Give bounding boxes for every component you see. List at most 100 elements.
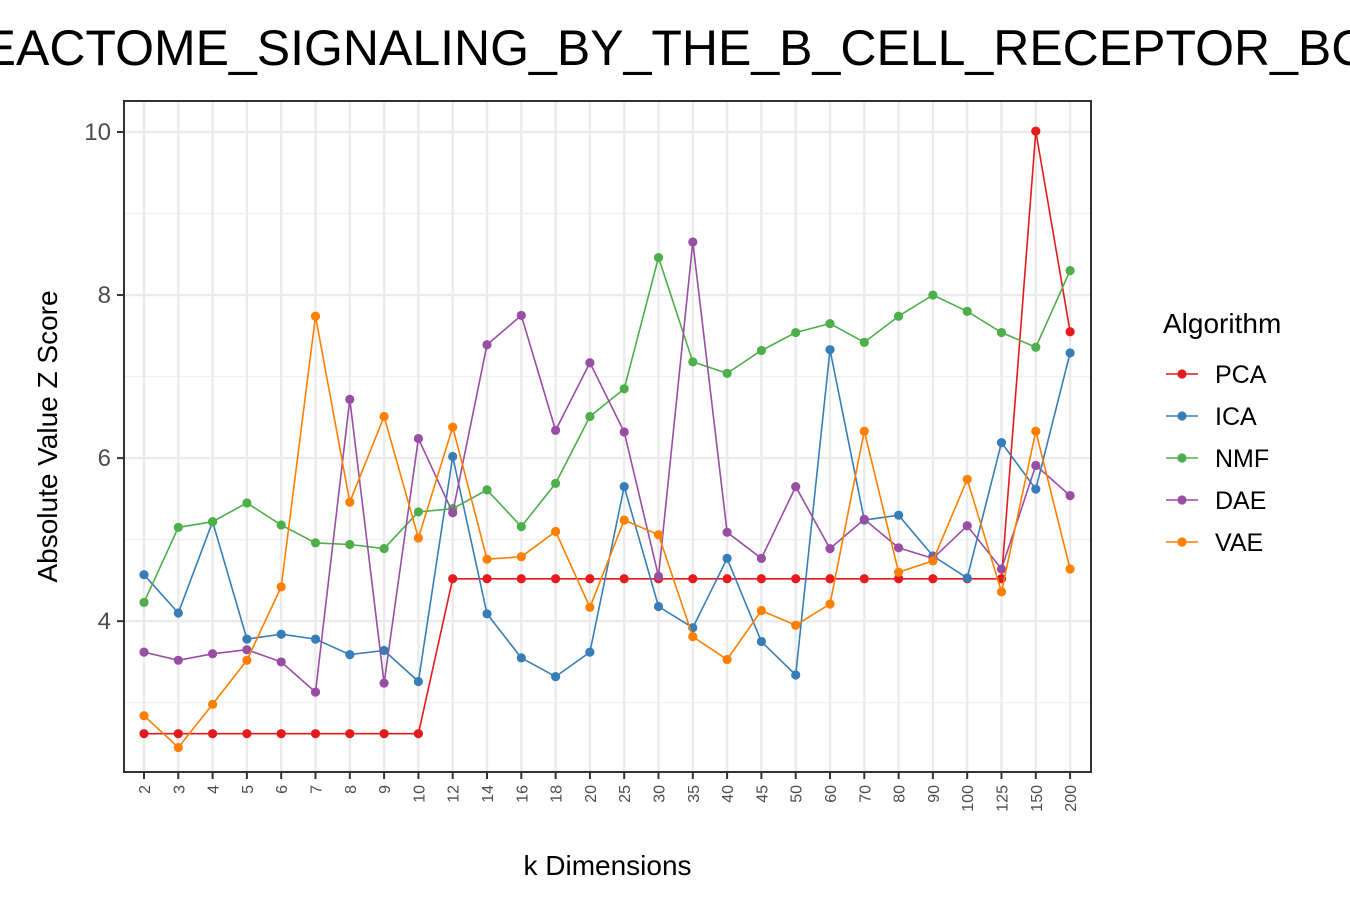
data-point-pca: [859, 574, 869, 584]
data-point-nmf: [688, 357, 698, 367]
data-point-vae: [1065, 564, 1075, 574]
data-point-dae: [413, 433, 423, 444]
data-point-ica: [276, 629, 286, 639]
data-point-dae: [276, 657, 286, 667]
data-point-vae: [276, 582, 286, 592]
x-tick-label: 3: [171, 785, 188, 794]
data-point-pca: [482, 574, 492, 584]
data-point-dae: [1031, 460, 1041, 471]
data-point-dae: [482, 340, 492, 350]
data-point-pca: [345, 729, 355, 739]
legend-item-nmf: NMF: [1166, 445, 1269, 473]
data-point-vae: [996, 587, 1007, 597]
data-point-dae: [139, 647, 149, 657]
legend-key-point: [1177, 495, 1187, 505]
data-point-pca: [276, 729, 286, 739]
legend-key-point: [1177, 369, 1187, 379]
data-point-pca: [688, 574, 698, 584]
data-point-vae: [516, 552, 526, 562]
x-tick-label: 125: [995, 785, 1012, 812]
series-line-pca: [144, 131, 1071, 735]
data-point-ica: [894, 510, 904, 520]
x-tick-label: 100: [960, 785, 977, 812]
data-point-dae: [585, 358, 595, 368]
data-point-pca: [173, 729, 183, 739]
series-vae: [139, 311, 1075, 753]
x-tick-label: 4: [206, 785, 223, 794]
data-point-pca: [1065, 327, 1075, 337]
data-point-ica: [619, 482, 629, 492]
data-point-dae: [516, 310, 526, 321]
legend-item-pca: PCA: [1166, 361, 1267, 389]
data-point-ica: [413, 676, 423, 687]
data-point-nmf: [791, 327, 801, 338]
data-point-vae: [345, 497, 355, 507]
data-point-vae: [791, 620, 801, 630]
data-point-vae: [208, 699, 218, 709]
x-tick-label: 14: [480, 785, 497, 803]
data-point-nmf: [173, 522, 183, 533]
data-point-ica: [1031, 484, 1041, 494]
data-point-dae: [825, 544, 835, 554]
data-point-dae: [894, 543, 904, 553]
data-point-dae: [379, 678, 389, 688]
data-point-dae: [619, 427, 629, 437]
data-point-dae: [756, 553, 767, 563]
data-point-ica: [448, 451, 458, 462]
data-point-vae: [482, 554, 492, 564]
y-tick-label: 6: [98, 445, 111, 472]
x-tick-label: 5: [240, 785, 257, 794]
legend-label: DAE: [1215, 487, 1266, 515]
data-point-vae: [1031, 426, 1041, 436]
data-point-nmf: [653, 252, 664, 263]
data-point-dae: [996, 564, 1007, 574]
data-point-vae: [310, 311, 321, 321]
data-point-ica: [139, 570, 149, 580]
data-point-nmf: [585, 411, 595, 422]
data-point-dae: [173, 655, 183, 665]
data-point-ica: [345, 649, 355, 660]
data-point-pca: [722, 574, 732, 584]
data-point-nmf: [345, 539, 355, 550]
data-point-pca: [894, 574, 904, 584]
data-point-nmf: [242, 498, 252, 508]
data-point-pca: [379, 729, 389, 739]
x-tick-label: 12: [446, 785, 463, 803]
data-point-dae: [962, 521, 972, 531]
data-point-vae: [756, 605, 767, 616]
data-point-nmf: [413, 507, 423, 517]
data-point-pca: [585, 574, 595, 584]
legend-label: NMF: [1215, 445, 1269, 473]
data-point-vae: [653, 530, 664, 540]
y-axis-label: Absolute Value Z Score: [32, 290, 63, 582]
x-tick-label: 6: [274, 785, 291, 794]
data-point-nmf: [208, 517, 218, 527]
data-point-ica: [379, 645, 389, 656]
data-point-dae: [310, 687, 321, 697]
data-point-pca: [448, 574, 458, 584]
data-point-pca: [928, 574, 938, 584]
data-point-nmf: [962, 306, 972, 316]
data-point-dae: [688, 237, 698, 247]
data-point-dae: [242, 645, 252, 655]
data-point-nmf: [859, 337, 869, 347]
legend-key-point: [1177, 537, 1187, 547]
data-point-ica: [791, 670, 801, 680]
data-point-nmf: [619, 384, 629, 394]
data-point-dae: [791, 482, 801, 492]
data-point-dae: [722, 527, 732, 537]
data-point-pca: [825, 574, 835, 584]
data-point-vae: [413, 533, 423, 543]
data-point-vae: [448, 422, 458, 432]
data-point-nmf: [379, 544, 389, 554]
data-point-pca: [310, 729, 321, 739]
data-point-dae: [859, 514, 869, 524]
legend-item-ica: ICA: [1166, 403, 1257, 431]
x-axis-label: k Dimensions: [523, 850, 691, 881]
x-tick-label: 150: [1029, 785, 1046, 812]
x-tick-label: 25: [617, 785, 634, 803]
data-point-pca: [208, 729, 218, 739]
data-point-ica: [825, 345, 835, 355]
panel-background: [124, 101, 1091, 772]
